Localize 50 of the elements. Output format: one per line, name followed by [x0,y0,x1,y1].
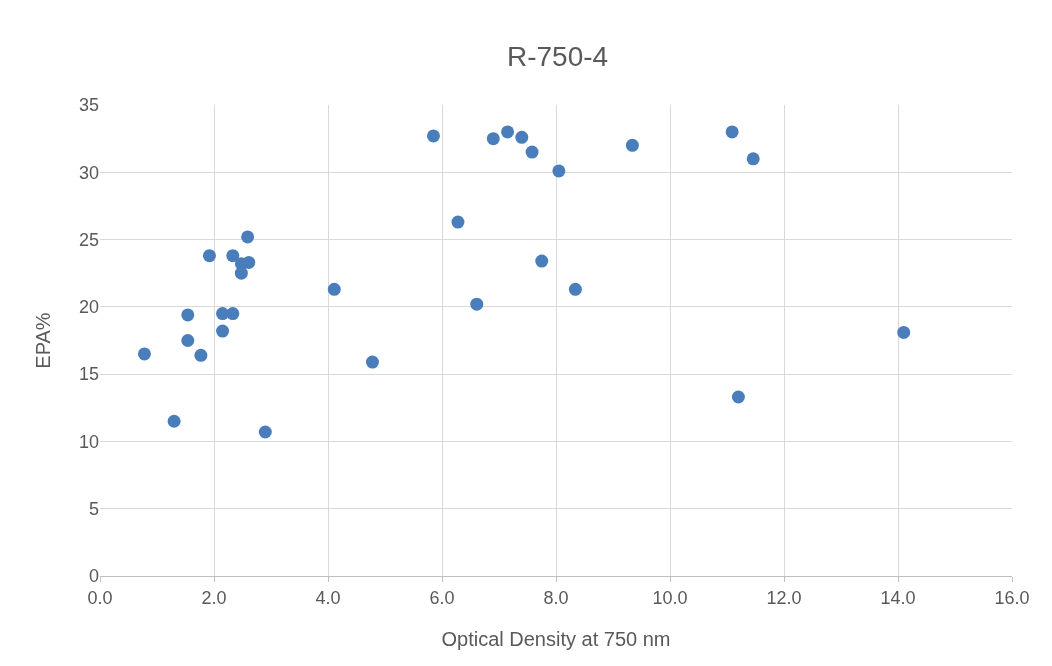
point [234,266,248,280]
point [451,215,465,229]
point [552,164,566,178]
y-tick-label: 25 [78,229,99,250]
point [181,308,195,322]
point [470,297,484,311]
y-tick-label: 10 [78,431,99,452]
point [625,138,639,152]
point [241,230,255,244]
y-tick-label: 5 [88,499,99,520]
x-tick-label: 12.0 [766,587,802,608]
point [167,414,181,428]
y-tick-label: 15 [78,364,99,385]
point [226,249,240,263]
x-tick-label: 6.0 [429,587,455,608]
point [501,125,515,139]
point [216,324,230,338]
point [226,307,240,321]
point [181,334,195,347]
point [746,152,760,166]
point [194,348,208,362]
point [525,145,539,159]
x-tick-label: 14.0 [880,587,916,608]
x-axis-title: Optical Density at 750 nm [441,628,671,650]
x-tick-label: 8.0 [543,587,569,608]
point [327,282,341,296]
x-tick-label: 2.0 [201,587,227,608]
x-tick-label: 4.0 [315,587,341,608]
x-tick-label: 0.0 [87,587,113,608]
point [515,130,529,144]
point [731,390,745,404]
point [258,425,272,439]
x-tick-label: 16.0 [994,587,1030,608]
x-tick-label: 10.0 [652,587,688,608]
y-tick-label: 35 [78,95,99,116]
y-tick-label: 30 [78,162,99,183]
y-tick-label: 0 [88,566,99,587]
y-tick-label: 20 [78,297,99,318]
point [426,129,440,143]
point [486,132,500,146]
y-axis-title: EPA% [32,312,54,369]
point [725,125,739,139]
point [365,355,379,369]
point [897,325,911,339]
chart-title: R-750-4 [506,41,609,73]
point [535,254,549,268]
point [568,282,582,296]
point [202,249,216,263]
point [242,255,256,269]
point [137,347,151,361]
